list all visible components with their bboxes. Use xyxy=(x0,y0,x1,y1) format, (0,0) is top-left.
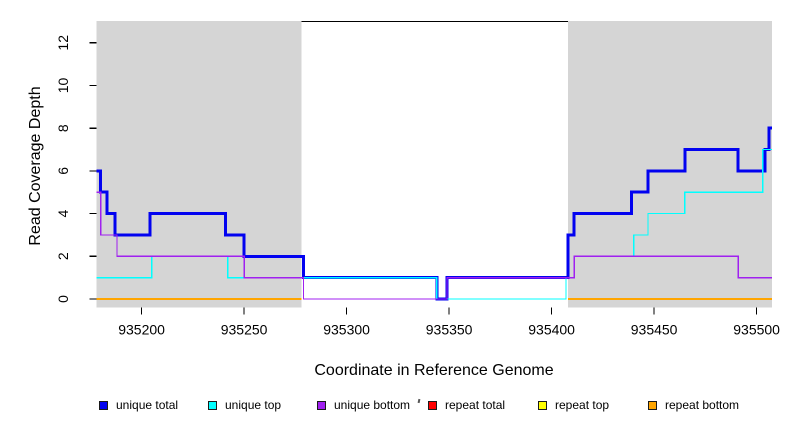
y-tick-label: 0 xyxy=(55,295,71,303)
legend-label: repeat total xyxy=(445,398,506,412)
x-tick-label: 935400 xyxy=(528,322,575,338)
x-axis-title: Coordinate in Reference Genome xyxy=(314,362,554,379)
series-layer xyxy=(96,126,772,301)
legend-label: unique total xyxy=(116,398,179,412)
legend-item-repeat-total: repeat total xyxy=(428,398,505,412)
y-axis-title: Read Coverage Depth xyxy=(27,86,44,246)
x-tick-label: 935450 xyxy=(631,322,678,338)
legend-swatch-icon xyxy=(99,400,108,410)
y-tick-label: 6 xyxy=(55,167,71,175)
legend-swatch-icon xyxy=(648,400,657,410)
y-tick-label: 8 xyxy=(55,124,71,132)
y-tick-label: 2 xyxy=(55,252,71,260)
series-unique-bottom xyxy=(96,191,772,300)
x-tick-label: 935200 xyxy=(118,322,165,338)
legend-label: unique bottom xyxy=(334,398,411,412)
legend-swatch-icon xyxy=(208,400,217,410)
y-tick-label: 10 xyxy=(55,77,71,93)
x-tick-label: 935500 xyxy=(733,322,780,338)
x-tick-label: 935350 xyxy=(426,322,473,338)
x-tick-label: 935250 xyxy=(221,322,268,338)
legend-item-repeat-top: repeat top xyxy=(538,398,609,412)
legend-swatch-icon xyxy=(317,400,326,410)
legend-item-unique-top: unique top xyxy=(208,398,281,412)
legend-label: unique top xyxy=(225,398,282,412)
legend-item-unique-total: unique total xyxy=(99,398,178,412)
shaded-region xyxy=(96,21,302,308)
legend-item-unique-bottom: unique bottom xyxy=(317,398,410,412)
x-tick-label: 935300 xyxy=(323,322,370,338)
legend-swatch-icon xyxy=(538,400,547,410)
legend-label: repeat top xyxy=(555,398,610,412)
legend-label: repeat bottom xyxy=(665,398,740,412)
y-tick-label: 12 xyxy=(55,35,71,51)
y-tick-label: 4 xyxy=(55,209,71,217)
legend-item-repeat-bottom: repeat bottom xyxy=(648,398,739,412)
shaded-region xyxy=(568,21,772,308)
legend-swatch-icon xyxy=(428,400,437,410)
